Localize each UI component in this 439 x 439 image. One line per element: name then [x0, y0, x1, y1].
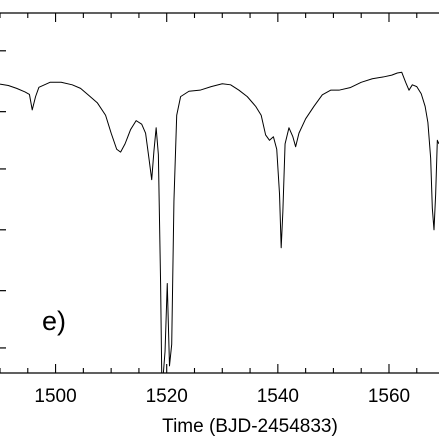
x-axis-label: Time (BJD-2454833) [162, 416, 338, 437]
x-axis-ticks [0, 13, 418, 373]
x-tick-label: 1560 [368, 386, 410, 407]
x-tick-labels: 1500 1520 1540 1560 [34, 386, 410, 407]
series-lines [0, 71, 439, 374]
x-tick-label: 1540 [257, 386, 299, 407]
panel-annotation: e) [42, 306, 66, 336]
x-tick-label: 1500 [34, 386, 76, 407]
light-curve-line [0, 71, 439, 374]
y-axis-ticks [0, 50, 6, 349]
plot-frame [0, 12, 439, 374]
x-tick-label: 1520 [146, 386, 188, 407]
